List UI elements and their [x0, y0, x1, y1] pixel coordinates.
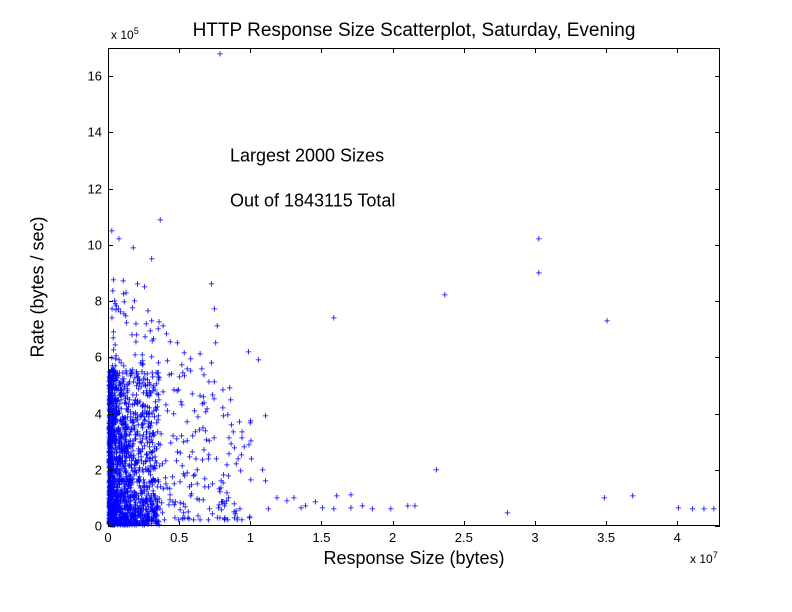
ytick-label: 14 — [88, 125, 102, 140]
y-exponent: x 105 — [111, 26, 139, 42]
ytick-label: 2 — [95, 462, 102, 477]
xtick-label: 2 — [389, 530, 396, 545]
xtick-label: 3 — [531, 530, 538, 545]
ytick-label: 12 — [88, 181, 102, 196]
x-axis-label: Response Size (bytes) — [108, 548, 720, 569]
annotation-largest: Largest 2000 Sizes — [230, 145, 384, 166]
annotation-total: Out of 1843115 Total — [230, 190, 395, 211]
xtick-label: 3.5 — [597, 530, 615, 545]
ytick-label: 8 — [95, 294, 102, 309]
ytick-label: 16 — [88, 69, 102, 84]
ytick-label: 10 — [88, 237, 102, 252]
xtick-label: 0 — [104, 530, 111, 545]
chart-container: { "chart": { "type": "scatter", "title":… — [0, 0, 792, 612]
chart-title: HTTP Response Size Scatterplot, Saturday… — [108, 20, 720, 42]
y-axis-label: Rate (bytes / sec) — [28, 216, 49, 357]
xtick-label: 2.5 — [455, 530, 473, 545]
xtick-label: 1 — [247, 530, 254, 545]
plot-area: ++++++++++++++++++++++++++++++++++++++++… — [108, 48, 720, 526]
xtick-label: 0.5 — [170, 530, 188, 545]
ytick-label: 0 — [95, 519, 102, 534]
xtick-label: 1.5 — [312, 530, 330, 545]
x-exponent: x 107 — [690, 550, 718, 566]
ytick-label: 6 — [95, 350, 102, 365]
ytick-label: 4 — [95, 406, 102, 421]
xtick-label: 4 — [674, 530, 681, 545]
